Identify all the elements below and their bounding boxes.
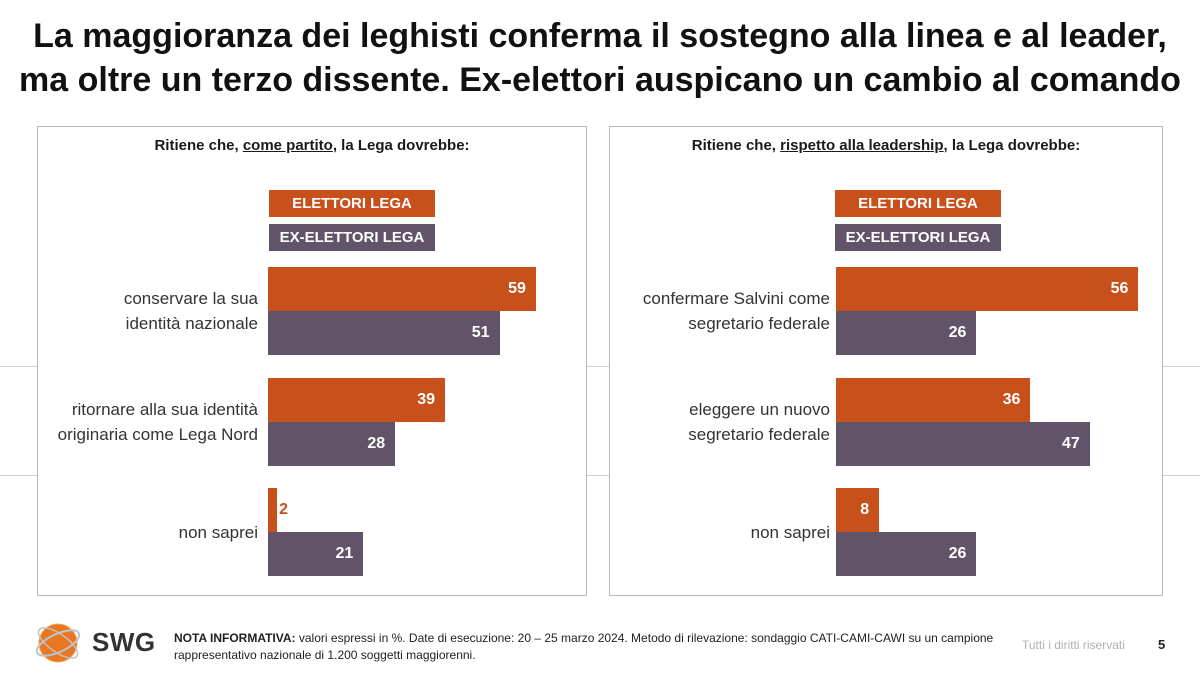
title-line-1: La maggioranza dei leghisti conferma il … [33, 17, 1167, 55]
category-label: eleggere un nuovo segretario federale [688, 400, 830, 444]
category-label: conservare la sua identità nazionale [123, 289, 258, 333]
legend-elettori-lega: ELETTORI LEGA [835, 190, 1001, 217]
footer-note: NOTA INFORMATIVA: valori espressi in %. … [174, 631, 994, 662]
swg-logo-icon [36, 623, 81, 663]
bar-ex-elettori-lega [836, 532, 977, 576]
chart-title: Ritiene che, rispetto alla leadership, l… [691, 137, 1081, 154]
page-number: 5 [1158, 637, 1166, 652]
divider-line [0, 366, 1200, 367]
data-label: 21 [335, 545, 354, 562]
data-label: 47 [1062, 435, 1080, 452]
bar-ex-elettori-lega [836, 311, 977, 355]
bar-ex-elettori-lega [268, 311, 500, 355]
legend-ex-elettori-lega: EX-ELETTORI LEGA [835, 224, 1001, 251]
data-label: 28 [367, 435, 386, 452]
category-label: confermare Salvini come segretario federa… [642, 289, 830, 333]
data-label: 8 [860, 501, 870, 518]
category-label: non saprei [750, 522, 830, 542]
data-label: 26 [948, 545, 967, 562]
data-label: 36 [1002, 391, 1021, 408]
bar-elettori-lega [836, 488, 880, 532]
brand-name: SWG [92, 627, 156, 657]
legend-ex-elettori-lega: EX-ELETTORI LEGA [269, 224, 435, 251]
rights-text: Tutti i diritti riservati [1022, 638, 1125, 652]
data-label: 39 [417, 391, 436, 408]
category-label: non saprei [178, 522, 258, 542]
page-title: La maggioranza dei leghisti conferma il … [0, 14, 1200, 102]
bar-ex-elettori-lega [836, 422, 1090, 466]
data-label: 56 [1110, 280, 1129, 297]
bar-elettori-lega [268, 488, 278, 532]
bar-elettori-lega [836, 267, 1139, 311]
bar-elettori-lega [836, 378, 1031, 422]
data-label: 2 [279, 501, 288, 518]
title-line-2: ma oltre un terzo dissente. Ex-elettori … [19, 61, 1181, 99]
category-label: ritornare alla sua identità originaria co… [57, 400, 258, 444]
data-label: 59 [508, 280, 526, 297]
legend-elettori-lega: ELETTORI LEGA [269, 190, 435, 217]
data-label: 51 [471, 324, 490, 341]
data-label: 26 [948, 324, 967, 341]
bar-ex-elettori-lega [268, 422, 396, 466]
bar-elettori-lega [268, 378, 446, 422]
bar-ex-elettori-lega [268, 532, 364, 576]
chart-title: Ritiene che, come partito, la Lega dovre… [154, 137, 470, 154]
divider-line [0, 475, 1200, 476]
bar-elettori-lega [268, 267, 536, 311]
